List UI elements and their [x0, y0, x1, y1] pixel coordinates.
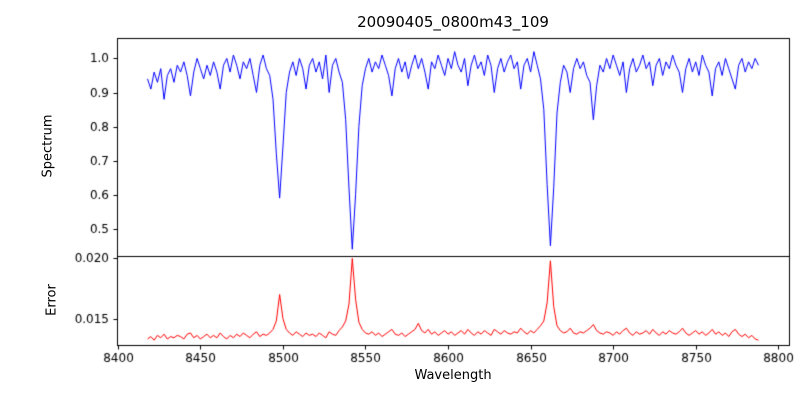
spectrum-y-axis-label: Spectrum [40, 114, 56, 178]
error-y-axis-label: Error [44, 284, 60, 316]
x-axis-label: Wavelength [414, 368, 492, 383]
chart-title: 20090405_0800m43_109 [357, 13, 549, 31]
